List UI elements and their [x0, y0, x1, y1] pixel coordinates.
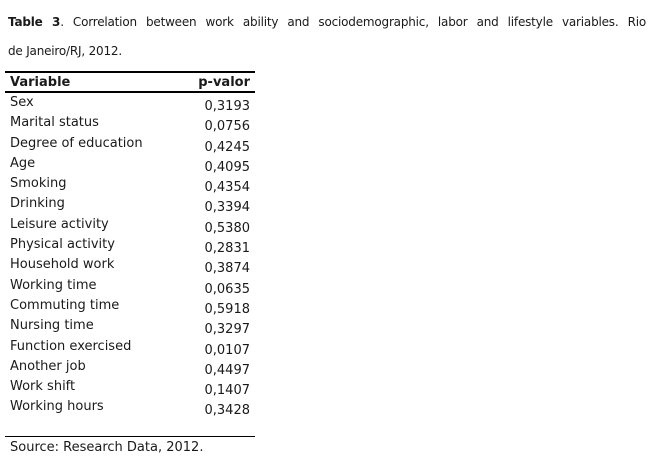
p-value-cell: 0,4095: [204, 159, 251, 175]
variable-cell: Work shift: [10, 379, 76, 395]
table-row: Marital status 0,0756: [5, 113, 255, 134]
table-caption-line1: Table 3. Correlation between work abilit…: [8, 8, 646, 37]
p-value-cell: 0,3394: [204, 200, 251, 216]
p-value-cell: 0,3874: [204, 261, 251, 277]
table-row: Function exercised 0,0107: [5, 337, 255, 358]
variable-cell: Age: [10, 155, 36, 171]
variable-cell: Nursing time: [10, 318, 94, 334]
p-value-cell: 0,3297: [204, 322, 251, 338]
variable-cell: Smoking: [10, 176, 67, 192]
variable-cell: Household work: [10, 257, 115, 273]
variable-cell: Commuting time: [10, 297, 120, 313]
correlation-table: Variable p-valor Sex 0,3193 Marital stat…: [5, 71, 255, 437]
variable-cell: Drinking: [10, 196, 65, 212]
table-row: Working time 0,0635: [5, 276, 255, 297]
source-note: Source: Research Data, 2012.: [10, 439, 204, 455]
table-row: Age 0,4095: [5, 154, 255, 175]
p-value-cell: 0,4354: [204, 180, 251, 196]
table-row: Physical activity 0,2831: [5, 235, 255, 256]
p-value-cell: 0,0107: [204, 342, 251, 358]
table-row: Sex 0,3193: [5, 93, 255, 114]
table-body: Sex 0,3193 Marital status 0,0756 Degree …: [5, 93, 255, 418]
p-value-cell: 0,0635: [204, 281, 251, 297]
variable-cell: Sex: [10, 95, 34, 110]
variable-cell: Physical activity: [10, 237, 115, 253]
p-value-cell: 0,0756: [204, 119, 251, 135]
variable-cell: Another job: [10, 358, 86, 374]
table-row: Commuting time 0,5918: [5, 296, 255, 317]
table-row: Degree of education 0,4245: [5, 134, 255, 155]
table-caption-number: Table 3: [8, 15, 61, 29]
column-header-p-valor: p-valor: [198, 74, 250, 90]
p-value-cell: 0,2831: [204, 241, 251, 257]
table-row: Smoking 0,4354: [5, 174, 255, 195]
table-row: Work shift 0,1407: [5, 377, 255, 398]
paper-page: Table 3. Correlation between work abilit…: [0, 8, 655, 461]
p-value-cell: 0,1407: [204, 383, 251, 399]
table-row: Leisure activity 0,5380: [5, 215, 255, 236]
p-value-cell: 0,5380: [204, 220, 251, 236]
p-value-cell: 0,5918: [204, 301, 251, 317]
p-value-cell: 0,3428: [204, 403, 251, 419]
p-value-cell: 0,4245: [204, 139, 251, 155]
variable-cell: Function exercised: [10, 338, 132, 354]
table-row: Household work 0,3874: [5, 255, 255, 276]
table-header-row: Variable p-valor: [5, 73, 255, 93]
variable-cell: Leisure activity: [10, 216, 109, 232]
table-row: Another job 0,4497: [5, 357, 255, 378]
table-caption: Table 3. Correlation between work abilit…: [8, 8, 646, 66]
p-value-cell: 0,4497: [204, 362, 251, 378]
table-row: Working hours 0,3428: [5, 397, 255, 418]
variable-cell: Working hours: [10, 399, 104, 415]
variable-cell: Marital status: [10, 115, 99, 131]
table-caption-text: . Correlation between work ability and s…: [60, 15, 646, 29]
table-row: Nursing time 0,3297: [5, 316, 255, 337]
column-header-variable: Variable: [10, 74, 71, 90]
variable-cell: Degree of education: [10, 135, 143, 151]
table-caption-line2: de Janeiro/RJ, 2012.: [8, 44, 122, 58]
variable-cell: Working time: [10, 277, 97, 293]
p-value-cell: 0,3193: [204, 99, 251, 114]
table-row: Drinking 0,3394: [5, 194, 255, 215]
